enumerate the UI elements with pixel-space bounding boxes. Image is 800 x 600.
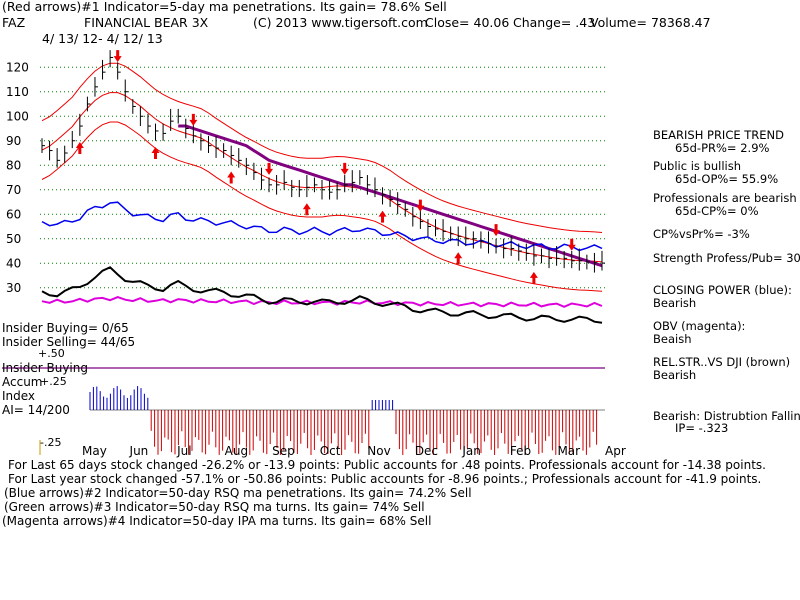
trend-title: BEARISH PRICE TREND <box>653 128 785 142</box>
y-tick-label: 110 <box>6 85 29 99</box>
close-value: Close= 40.06 <box>425 15 510 30</box>
security-name: FINANCIAL BEAR 3X <box>84 15 209 30</box>
accum-minus25: -.25 <box>40 436 62 449</box>
indicator-line-1: (Red arrows)#1 Indicator=5-day ma penetr… <box>2 0 447 14</box>
public-status: Public is bullish <box>653 159 741 173</box>
x-axis-labels: May Jun Jul Aug Sep Oct Nov Dec Jan Feb Mar Apr <box>39 440 626 458</box>
relstr-label: REL.STR..VS DJI (brown) <box>653 355 791 369</box>
y-tick-label: 90 <box>6 134 21 148</box>
footer-line-4: (Green arrows)#3 Indicator=50-day RSQ ma… <box>4 500 425 514</box>
up-arrow <box>302 203 311 216</box>
upper-band <box>41 62 603 233</box>
y-tick-label: 80 <box>6 158 21 172</box>
distribution-label: Bearish: Distrubtion Falling <box>653 409 800 423</box>
x-tick-label: Jan <box>461 444 481 458</box>
x-tick-label: May <box>82 444 107 458</box>
x-tick-label: Aug <box>225 444 248 458</box>
ai-value: AI= 14/200 <box>2 403 70 417</box>
index-label: Index <box>2 389 36 403</box>
obv-value: Beaish <box>653 332 692 346</box>
cp-vs-pr: CP%vsPr%= -3% <box>653 227 750 241</box>
closing-power-label: CLOSING POWER (blue): <box>653 283 792 297</box>
down-arrow <box>189 113 198 126</box>
x-tick-label: Feb <box>510 444 531 458</box>
down-arrow <box>567 238 576 251</box>
insider-buying-label: Insider Buying <box>2 361 88 375</box>
price-bands <box>41 62 603 292</box>
footer-line-2: For Last year stock changed -57.1% or -5… <box>8 472 762 486</box>
up-arrow <box>227 171 236 184</box>
volume-value: Volume= 78368.47 <box>590 15 711 30</box>
up-arrow <box>529 271 538 284</box>
footer-line-5: (Magenta arrows)#4 Indicator=50-day IPA … <box>2 514 432 528</box>
closing-power-value: Bearish <box>653 296 697 310</box>
x-tick-label: Oct <box>320 444 341 458</box>
obv-line <box>41 296 603 308</box>
strength-ratio: Strength Profess/Pub= 30 <box>653 251 800 265</box>
down-arrow <box>113 50 122 63</box>
down-arrow <box>416 199 425 212</box>
change-value: Change= .43 <box>513 15 596 30</box>
cp-value: 65d-CP%= 0% <box>675 204 759 218</box>
price-series <box>41 50 605 273</box>
y-tick-label: 60 <box>6 207 21 221</box>
accum-label: Accum <box>2 375 43 389</box>
obv-label: OBV (magenta): <box>653 319 746 333</box>
x-tick-label: Jul <box>176 444 191 458</box>
indicator-lines <box>41 201 603 324</box>
y-tick-label: 50 <box>6 232 21 246</box>
up-arrow <box>378 210 387 223</box>
lower-band <box>41 121 603 292</box>
down-arrow <box>340 162 349 175</box>
x-tick-label: Mar <box>557 444 580 458</box>
closing-power-line <box>41 201 603 252</box>
accum-plus50: +.50 <box>38 347 65 360</box>
relstr-value: Bearish <box>653 368 697 382</box>
x-tick-label: Nov <box>367 444 390 458</box>
x-tick-label: Dec <box>415 444 438 458</box>
insider-selling: Insider Selling= 44/65 <box>2 335 136 349</box>
y-tick-label: 30 <box>6 281 21 295</box>
down-arrow <box>265 162 274 175</box>
accum-plus25: +.25 <box>40 375 67 388</box>
footer-line-3: (Blue arrows)#2 Indicator=50-day RSQ ma … <box>4 486 472 500</box>
pr-value: 65d-PR%= 2.9% <box>675 141 770 155</box>
insider-buying: Insider Buying= 0/65 <box>2 321 129 335</box>
copyright: (C) 2013 www.tigersoft.com <box>253 15 428 30</box>
up-arrow <box>151 146 160 159</box>
x-tick-label: Jun <box>129 444 149 458</box>
y-tick-label: 70 <box>6 183 21 197</box>
y-tick-label: 40 <box>6 256 21 270</box>
symbol: FAZ <box>2 15 26 30</box>
footer-line-1: For Last 65 days stock changed -26.2% or… <box>8 458 766 472</box>
y-tick-label: 120 <box>6 60 29 74</box>
up-arrow <box>454 252 463 265</box>
relstr-line <box>41 266 603 324</box>
down-arrow <box>492 224 501 237</box>
x-tick-label: Apr <box>605 444 626 458</box>
y-tick-label: 100 <box>6 109 29 123</box>
y-axis-ticks: 120 110 100 90 80 70 60 50 40 30 <box>6 60 29 295</box>
date-range: 4/ 13/ 12- 4/ 12/ 13 <box>42 31 163 46</box>
x-tick-label: Sep <box>272 444 295 458</box>
op-value: 65d-OP%= 55.9% <box>675 172 779 186</box>
up-arrow <box>75 142 84 155</box>
ip-value: IP= -.323 <box>675 421 729 435</box>
signal-arrows <box>75 50 576 284</box>
pros-status: Professionals are bearish <box>653 191 797 205</box>
accum-index-bars <box>89 386 605 455</box>
